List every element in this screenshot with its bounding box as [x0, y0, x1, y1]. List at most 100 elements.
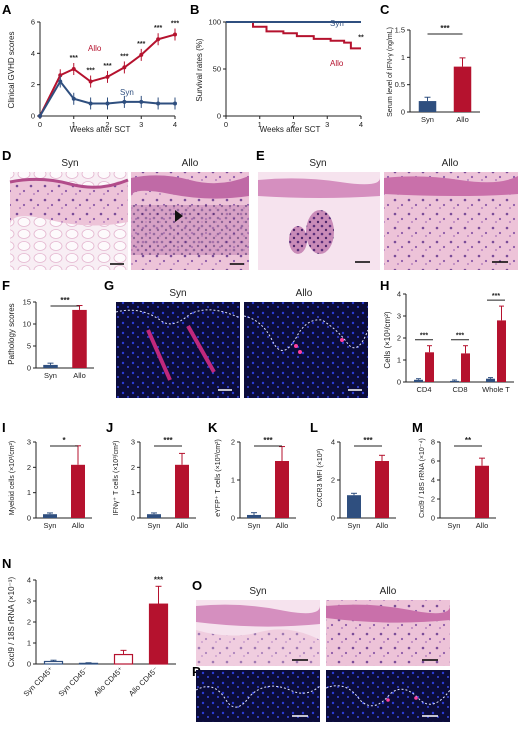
- histology-image-d-syn: [9, 172, 129, 270]
- panel-g: G Syn Allo: [104, 278, 369, 398]
- chart-N-bar-0: [43, 660, 64, 665]
- histology-image-o-syn: [196, 600, 320, 666]
- panel-b: B 0 50 100 0 1 2 3 4 ** Weeks after SCT Survival…: [190, 2, 364, 134]
- chart-A-xtick-label-2: 2: [105, 120, 109, 129]
- chart-L-ytick-label-0: 0: [331, 514, 335, 523]
- chart-I-bar-0: [43, 514, 57, 518]
- chart-A-xtick-label-4: 4: [173, 120, 177, 129]
- chart-h-bar-syn-2: [486, 378, 495, 382]
- panel-a: A 0 2 4 6 0 1 2 3 4 *** *** *** *** *** *** *** Weeks a…: [2, 2, 179, 134]
- chart-K-bar-0: [247, 514, 261, 518]
- chart-H-ytick-label-2: 2: [397, 334, 401, 343]
- chart-M-category-1: Allo: [476, 521, 489, 530]
- chart-b-allo-label: Allo: [330, 59, 344, 68]
- chart-b-xlabel: Weeks after SCT: [260, 125, 321, 134]
- chart-C-bar-0: [418, 101, 437, 112]
- chart-A-sig-4: ***: [137, 41, 145, 48]
- chart-C-sig: ***: [440, 24, 450, 33]
- histology-image-d-allo: [130, 172, 249, 270]
- chart-C-category-0: Syn: [421, 115, 434, 124]
- chart-C-ytick-label-3: 1.5: [395, 26, 405, 35]
- panel-letter-g: G: [104, 278, 114, 293]
- chart-A-ytick-label-2: 4: [31, 49, 35, 58]
- panel-letter-i: I: [2, 420, 6, 435]
- chart-h-category-0: CD4: [416, 385, 431, 394]
- panel-n: N 0 1 2 3 4 Syn CD45⁺ Syn CD45⁻ Allo CD45⁺ Allo …: [2, 556, 176, 698]
- chart-C-ytick-label-1: 0.5: [395, 80, 405, 89]
- chart-h-category-1: CD8: [452, 385, 467, 394]
- chart-M-sig: **: [465, 436, 472, 445]
- chart-F-category-1: Allo: [73, 371, 86, 380]
- chart-H-ytick-label-4: 4: [397, 290, 401, 299]
- chart-C-bar-1: [453, 66, 472, 112]
- chart-M-bar-1: [475, 465, 489, 518]
- chart-B-sig-0: **: [358, 34, 364, 41]
- histology-image-e-syn: [258, 172, 380, 270]
- panel-letter-n: N: [2, 556, 11, 571]
- chart-L-category-0: Syn: [348, 521, 361, 530]
- chart-A-sig-3: ***: [120, 53, 128, 60]
- panel-o-syn-title: Syn: [249, 586, 266, 597]
- chart-K-ytick-label-0: 0: [231, 514, 235, 523]
- panel-letter-j: J: [106, 420, 113, 435]
- chart-A-sig-1: ***: [87, 68, 95, 75]
- chart-F-ytick-label-2: 10: [23, 320, 31, 329]
- chart-h-sig-1: ***: [456, 333, 464, 340]
- panel-o: O Syn Allo: [192, 578, 450, 666]
- chart-N-category-2: Allo CD45⁺: [92, 665, 125, 698]
- chart-N-ytick-label-4: 4: [27, 576, 31, 585]
- chart-F-ytick-label-1: 5: [27, 342, 31, 351]
- chart-L-sig: ***: [363, 436, 373, 445]
- chart-C-ytick-label-0: 0: [401, 108, 405, 117]
- panel-i: I 0 1 2 3 Syn Allo * Myeloid cells (×10³/cm²): [2, 420, 92, 530]
- chart-B-ytick-label-2: 100: [208, 18, 221, 27]
- histology-image-o-allo: [326, 600, 450, 666]
- chart-i-ylabel: Myeloid cells (×10³/cm²): [9, 441, 16, 516]
- chart-a-xlabel: Weeks after SCT: [70, 125, 131, 134]
- panel-l: L 0 2 4 Syn Allo *** CXCR3 MFI (×10³): [310, 420, 396, 530]
- panel-g-syn-title: Syn: [169, 288, 186, 299]
- chart-L-bar-0: [347, 495, 361, 518]
- chart-B-ytick-label-1: 50: [213, 65, 221, 74]
- panel-j: J 0 1 2 3 Syn Allo *** IFNγ⁺ T cells (×10³/cm²…: [106, 420, 196, 530]
- chart-N-bar-1: [78, 662, 99, 665]
- chart-A-xtick-label-3: 3: [139, 120, 143, 129]
- chart-h-ylabel: Cells (×10³/cm²): [383, 311, 392, 368]
- panel-letter-d: D: [2, 148, 11, 163]
- chart-j-bar: 0 1 2 3 Syn Allo ***: [131, 436, 196, 530]
- chart-L-ytick-label-1: 2: [331, 476, 335, 485]
- chart-H-ytick-label-1: 1: [397, 356, 401, 365]
- panel-f: F 0 5 10 15 Syn Allo *** Pathology scores: [2, 278, 94, 380]
- chart-B-ytick-label-0: 0: [217, 112, 221, 121]
- chart-H-ytick-label-0: 0: [397, 378, 401, 387]
- chart-l-bar: 0 2 4 Syn Allo ***: [331, 436, 396, 530]
- chart-b-syn-label: Syn: [330, 19, 344, 28]
- chart-A-ytick-label-3: 6: [31, 18, 35, 27]
- panel-p: P: [192, 664, 451, 722]
- chart-A-sig-0: ***: [70, 55, 78, 62]
- chart-M-category-0: Syn: [448, 521, 461, 530]
- chart-M-ytick-label-3: 6: [431, 457, 435, 466]
- chart-M-ytick-label-4: 8: [431, 438, 435, 447]
- chart-I-bar-1: [71, 464, 85, 518]
- chart-J-ytick-label-2: 2: [131, 463, 135, 472]
- chart-a-ylabel: Clinical GVHD scores: [7, 32, 16, 109]
- chart-A-sig-5: ***: [154, 25, 162, 32]
- chart-A-ytick-label-0: 0: [31, 112, 35, 121]
- panel-letter-c: C: [380, 2, 390, 17]
- panel-letter-f: F: [2, 278, 10, 293]
- chart-N-ytick-label-3: 3: [27, 597, 31, 606]
- chart-h-bar-allo-0: [425, 352, 434, 382]
- panel-letter-b: B: [190, 2, 199, 17]
- panel-d: D Syn Allo: [2, 148, 249, 270]
- chart-K-bar-1: [275, 461, 289, 518]
- panel-g-allo-title: Allo: [296, 288, 313, 299]
- chart-J-bar-1: [175, 464, 189, 518]
- chart-h-sig-0: ***: [420, 333, 428, 340]
- chart-F-ytick-label-0: 0: [27, 364, 31, 373]
- chart-l-ylabel: CXCR3 MFI (×10³): [317, 449, 324, 508]
- chart-I-ytick-label-2: 2: [27, 463, 31, 472]
- chart-c-bar: 0 0.5 1 1.5 Syn Allo ***: [395, 24, 480, 124]
- arrowhead-icon: [175, 210, 183, 222]
